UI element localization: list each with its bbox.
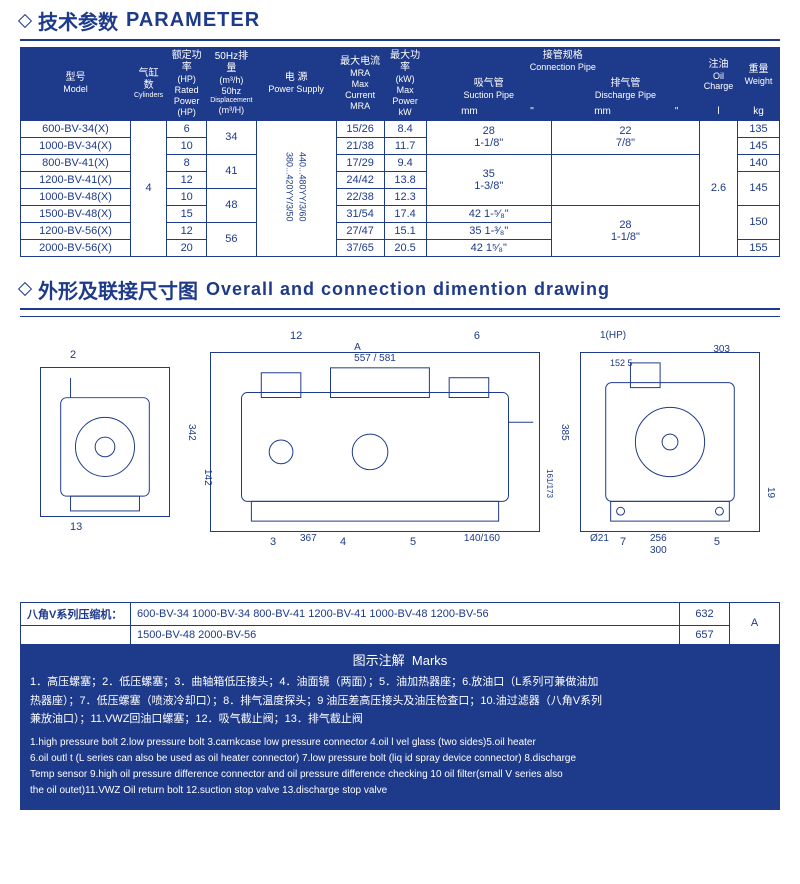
section-rule [20, 39, 780, 41]
marks-box: 图示注解 Marks 1．高压螺塞；2．低压螺塞；3．曲轴箱低压接头；4．油面镜… [20, 645, 780, 810]
diamond-icon [18, 13, 32, 27]
side-view-drawing [40, 367, 170, 517]
section-title-en: PARAMETER [126, 9, 260, 32]
diamond-icon [18, 282, 32, 296]
section-rule [20, 308, 780, 310]
front-view-drawing [210, 352, 540, 532]
section-title-cn: 外形及联接尺寸图 [38, 275, 198, 304]
model-list-table: 八角V系列压缩机： 600-BV-34 1000-BV-34 800-BV-41… [20, 602, 780, 645]
section-title-cn: 技术参数 [38, 6, 118, 35]
table-cell: 600-BV-34(X) [21, 120, 131, 137]
parameter-section-header: 技术参数 PARAMETER [0, 0, 800, 39]
drawing-area: 2 13 12 6 A557 / 581 342 142 385 161/173… [20, 316, 780, 596]
section-title-en: Overall and connection dimention drawing [206, 279, 610, 300]
dimension-section-header: 外形及联接尺寸图 Overall and connection dimentio… [0, 269, 800, 308]
end-view-drawing [580, 352, 760, 532]
parameter-table: 型号Model 气缸数Cylinders 额定功率(HP)RatedPower(… [20, 47, 780, 257]
